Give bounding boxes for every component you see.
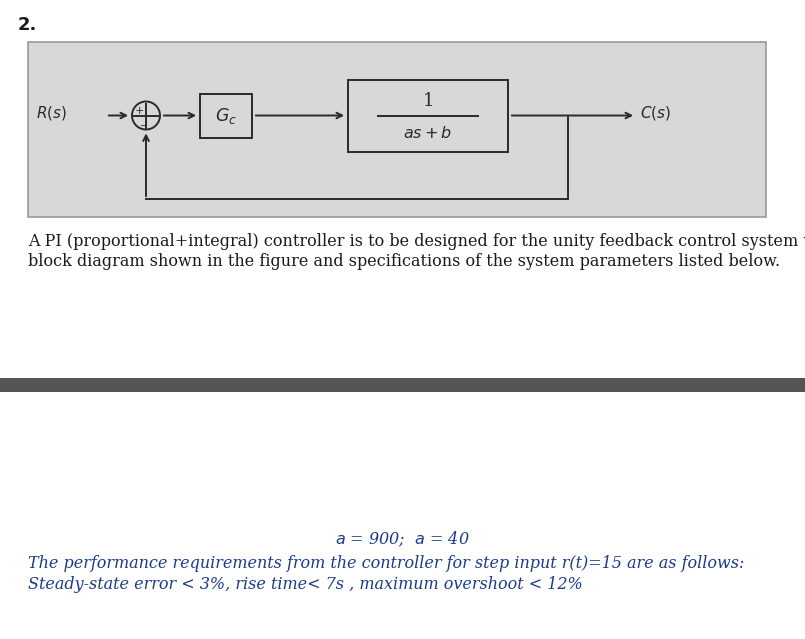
Text: block diagram shown in the figure and specifications of the system parameters li: block diagram shown in the figure and sp… [28, 253, 780, 270]
Text: $C(s)$: $C(s)$ [640, 105, 671, 123]
Text: Steady-state error < 3%, rise time< 7s , maximum overshoot < 12%: Steady-state error < 3%, rise time< 7s ,… [28, 576, 583, 593]
Text: 1: 1 [423, 93, 434, 111]
Text: −: − [140, 121, 148, 130]
Text: The performance requirements from the controller for step input r(t)=15 are as f: The performance requirements from the co… [28, 555, 745, 572]
Bar [200, 93, 252, 137]
Text: 2.: 2. [18, 16, 37, 34]
Text: +: + [134, 107, 143, 116]
Bar [28, 42, 766, 217]
Text: $as+b$: $as+b$ [403, 125, 452, 142]
Bar [348, 79, 508, 151]
Bar [0, 378, 805, 392]
Text: $a$ = 900;  $a$ = 40: $a$ = 900; $a$ = 40 [335, 530, 469, 550]
Text: $G_c$: $G_c$ [215, 107, 237, 127]
Circle shape [132, 102, 160, 130]
Text: $R(s)$: $R(s)$ [36, 105, 67, 123]
Text: A PI (proportional+integral) controller is to be designed for the unity feedback: A PI (proportional+integral) controller … [28, 233, 805, 250]
